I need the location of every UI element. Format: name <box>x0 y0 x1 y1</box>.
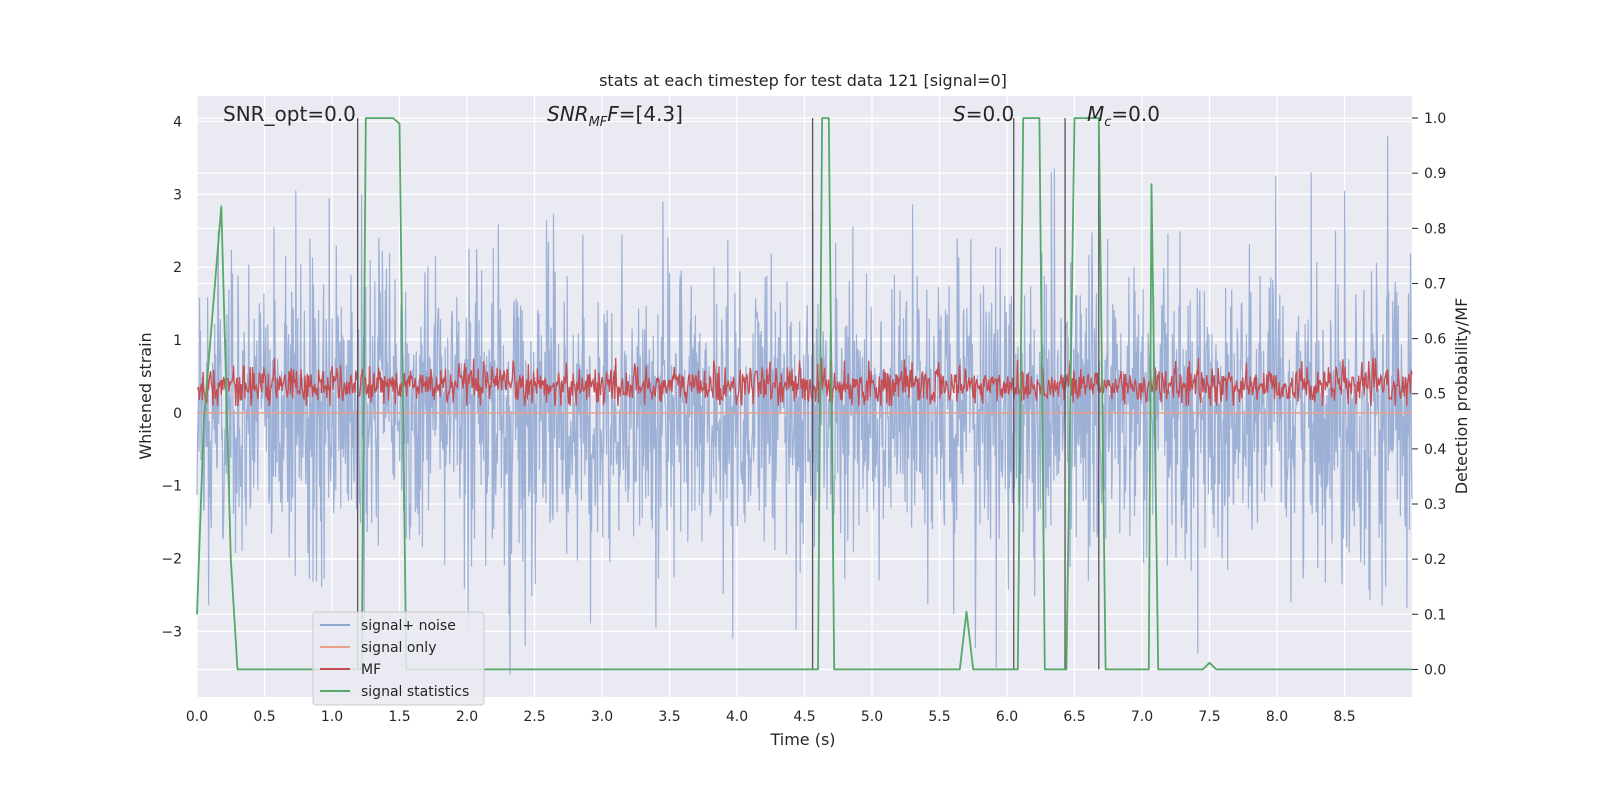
x-tick-label: 6.0 <box>996 709 1018 725</box>
annotation-mc-value: =0.0 <box>1111 102 1160 126</box>
y-right-tick-label: 0.8 <box>1424 221 1446 237</box>
y-right-tick-label: 0.1 <box>1424 607 1446 623</box>
annotation-snr-mf-value: =[4.3] <box>619 102 683 126</box>
annotation-snr-mf-main: SNR <box>547 102 589 126</box>
x-tick-label: 1.5 <box>388 709 410 725</box>
x-tick-label: 6.5 <box>1063 709 1085 725</box>
annotation-mc-main: M <box>1087 102 1104 126</box>
y-tick-label: 0 <box>173 406 182 422</box>
annotation-s-main: S <box>953 102 966 126</box>
y-right-tick-label: 0.3 <box>1424 497 1446 513</box>
y-tick-label: −2 <box>161 552 182 568</box>
y-axis-left-label: Whitened strain <box>136 332 155 459</box>
x-tick-label: 4.0 <box>726 709 748 725</box>
x-tick-label: 3.0 <box>591 709 613 725</box>
legend: signal+ noise signal only MF signal stat… <box>312 611 485 706</box>
annotation-snr-mf-sub: MF <box>589 115 608 130</box>
y-axis-left-ticks: 4 3 2 1 0 −1 −2 −3 <box>161 114 182 640</box>
mf-series <box>196 357 1413 406</box>
legend-label-signal-only: signal only <box>361 640 436 656</box>
annotation-snr-mf-f: F <box>607 102 619 126</box>
x-tick-label: 5.5 <box>928 709 950 725</box>
legend-label-signal-statistics: signal statistics <box>361 684 469 700</box>
x-tick-label: 4.5 <box>793 709 815 725</box>
annotation-snr-opt: SNR_opt=0.0 <box>223 102 356 126</box>
x-tick-label: 8.5 <box>1333 709 1355 725</box>
x-tick-label: 7.0 <box>1131 709 1153 725</box>
legend-box <box>312 611 485 706</box>
y-axis-right-ticks: 1.0 0.9 0.8 0.7 0.6 0.5 0.4 0.3 0.2 0.1 0.0 <box>1412 111 1446 678</box>
x-axis-label: Time (s) <box>769 730 835 749</box>
chart-title: stats at each timestep for test data 121… <box>599 71 1007 90</box>
y-right-tick-label: 0.0 <box>1424 662 1446 678</box>
annotation-snr-mf: SNRMFF=[4.3] <box>547 102 683 130</box>
x-tick-label: 2.5 <box>523 709 545 725</box>
annotation-mc-sub: c <box>1104 115 1111 130</box>
x-tick-label: 0.0 <box>186 709 208 725</box>
x-tick-label: 2.0 <box>456 709 478 725</box>
y-tick-label: 1 <box>173 333 182 349</box>
y-right-tick-label: 0.4 <box>1424 442 1446 458</box>
annotation-s: S=0.0 <box>953 102 1014 126</box>
legend-label-signal-noise: signal+ noise <box>361 618 456 634</box>
y-right-tick-label: 0.9 <box>1424 166 1446 182</box>
y-right-tick-label: 0.2 <box>1424 552 1446 568</box>
y-right-tick-label: 1.0 <box>1424 111 1446 127</box>
vertical-markers <box>356 118 1100 670</box>
x-tick-label: 5.0 <box>861 709 883 725</box>
y-tick-label: −3 <box>161 624 182 640</box>
annotation-mc: Mc=0.0 <box>1087 102 1160 130</box>
x-tick-label: 8.0 <box>1266 709 1288 725</box>
x-tick-label: 0.5 <box>253 709 275 725</box>
y-tick-label: 3 <box>173 187 182 203</box>
y-tick-label: 4 <box>173 114 182 130</box>
legend-label-mf: MF <box>361 662 381 678</box>
y-axis-right-label: Detection probability/MF <box>1452 298 1471 495</box>
x-axis-ticks: 0.0 0.5 1.0 1.5 2.0 2.5 3.0 3.5 4.0 4.5 5.0 5.5 6.0 6… <box>186 709 1356 725</box>
x-tick-label: 7.5 <box>1198 709 1220 725</box>
x-tick-label: 3.5 <box>658 709 680 725</box>
y-right-tick-label: 0.7 <box>1424 276 1446 292</box>
mf-line <box>196 357 1413 406</box>
annotation-s-value: =0.0 <box>966 102 1015 126</box>
y-right-tick-label: 0.5 <box>1424 387 1446 403</box>
y-tick-label: 2 <box>173 260 182 276</box>
x-tick-label: 1.0 <box>321 709 343 725</box>
y-right-tick-label: 0.6 <box>1424 332 1446 348</box>
y-tick-label: −1 <box>161 479 182 495</box>
